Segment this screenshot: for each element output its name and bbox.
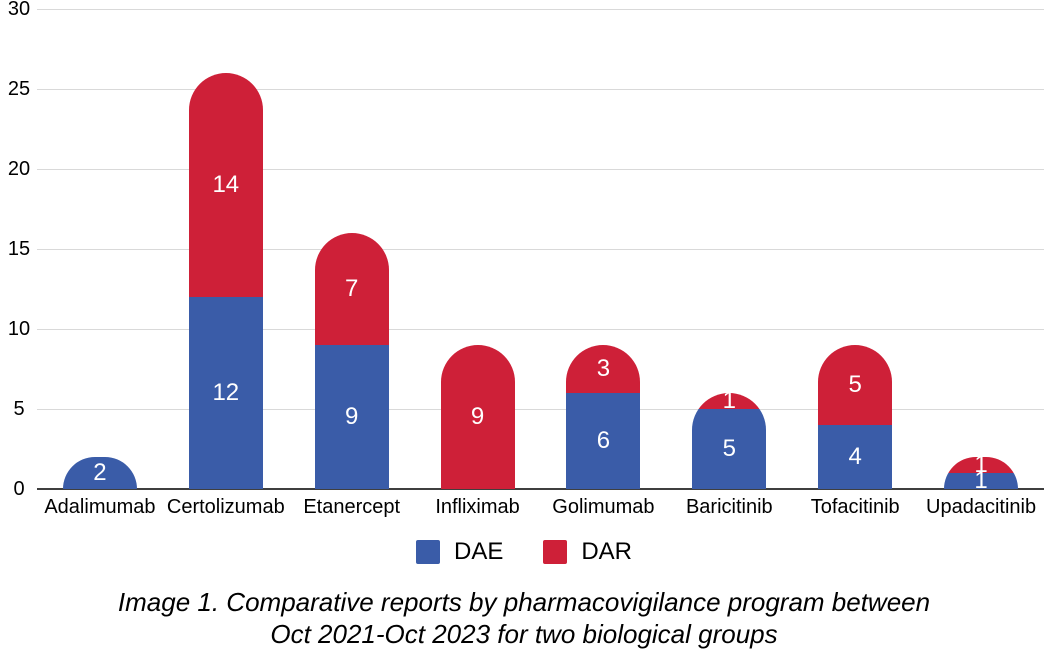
bar-segment-dar-certolizumab: 14 — [188, 73, 263, 297]
gridline-15 — [37, 248, 1044, 250]
y-tick-label-15: 15 — [7, 238, 31, 260]
bar-segment-dae-tofacitinib: 4 — [818, 425, 893, 489]
bar-value-label-dae-etanercept: 9 — [345, 403, 359, 430]
bar-column-certolizumab: 14 12 — [163, 9, 289, 489]
bar-segment-dar-baricitinib: 1 — [692, 393, 767, 414]
bar-column-infliximab: 9 — [415, 9, 541, 489]
bar-infliximab: 9 — [440, 345, 515, 489]
bar-value-label-dae-upadacitinib: 1 — [974, 467, 988, 489]
bar-value-label-dae-certolizumab: 12 — [212, 379, 240, 406]
bar-value-label-dar-etanercept: 7 — [345, 275, 359, 302]
caption-line-1: Image 1. Comparative reports by pharmaco… — [117, 587, 931, 617]
bar-certolizumab: 14 12 — [188, 73, 263, 489]
legend-label-dae: DAE — [453, 538, 504, 565]
x-axis-label-upadacitinib: Upadacitinib — [926, 496, 1037, 518]
y-tick-label-30: 30 — [7, 0, 31, 20]
y-tick-label-5: 5 — [13, 398, 25, 420]
bars-container: 2 14 12 7 9 9 3 6 1 5 5 4 1 1 — [37, 9, 1044, 489]
gridline-30 — [37, 8, 1044, 10]
x-axis-label-adalimumab: Adalimumab — [44, 496, 156, 518]
bar-segment-dar-upadacitinib: 1 — [944, 457, 1019, 478]
bar-value-label-dar-infliximab: 9 — [470, 403, 485, 430]
bar-value-label-dar-baricitinib: 1 — [722, 393, 736, 414]
bar-segment-dae-certolizumab: 12 — [188, 297, 263, 489]
bar-segment-dae-golimumab: 6 — [566, 393, 641, 489]
bar-value-label-dae-baricitinib: 5 — [722, 435, 736, 462]
bar-value-label-dae-adalimumab: 2 — [93, 459, 107, 486]
bar-segment-dae-adalimumab: 2 — [62, 457, 137, 489]
x-axis-labels: Adalimumab Certolizumab Etanercept Inflixim… — [37, 496, 1044, 519]
x-axis-label-tofacitinib: Tofacitinib — [810, 496, 900, 518]
bar-value-label-dar-upadacitinib: 1 — [974, 457, 988, 478]
bar-segment-dae-baricitinib: 5 — [692, 409, 767, 489]
y-tick-label-10: 10 — [7, 318, 31, 340]
x-axis-label-certolizumab: Certolizumab — [166, 496, 285, 518]
bar-value-label-dar-golimumab: 3 — [596, 355, 611, 382]
x-axis-label-golimumab: Golimumab — [552, 496, 655, 518]
legend-swatch-dae — [415, 540, 440, 564]
y-tick-label-0: 0 — [13, 478, 25, 500]
bar-segment-dar-infliximab: 9 — [440, 345, 515, 489]
bar-segment-dae-etanercept: 9 — [314, 345, 389, 489]
caption: Image 1. Comparative reports by pharmaco… — [0, 586, 1048, 650]
bar-segment-dae-upadacitinib: 1 — [944, 467, 1019, 489]
bar-value-label-dar-certolizumab: 14 — [212, 171, 240, 198]
gridline-5 — [37, 408, 1044, 410]
bar-value-label-dae-tofacitinib: 4 — [848, 443, 862, 470]
x-axis-line — [37, 488, 1044, 490]
bar-segment-dar-etanercept: 7 — [314, 233, 389, 345]
legend-item-dae: DAE — [415, 538, 504, 566]
gridline-10 — [37, 328, 1044, 330]
x-axis-label-baricitinib: Baricitinib — [685, 496, 773, 518]
x-axis-label-infliximab: Infliximab — [435, 496, 520, 518]
bar-value-label-dae-golimumab: 6 — [596, 427, 611, 454]
legend-label-dar: DAR — [581, 538, 633, 565]
gridline-20 — [37, 168, 1044, 170]
bar-segment-dar-golimumab: 3 — [566, 345, 641, 393]
legend-item-dar: DAR — [543, 538, 632, 566]
bar-segment-dar-tofacitinib: 5 — [818, 345, 893, 425]
y-tick-label-25: 25 — [7, 78, 31, 100]
bar-column-adalimumab: 2 — [37, 9, 163, 489]
legend-swatch-dar — [543, 540, 568, 564]
bar-adalimumab: 2 — [62, 457, 137, 489]
legend: DAE DAR — [0, 538, 1048, 566]
caption-line-2: Oct 2021-Oct 2023 for two biological gro… — [270, 619, 778, 649]
x-axis-label-etanercept: Etanercept — [303, 496, 401, 518]
gridline-25 — [37, 88, 1044, 90]
y-tick-label-20: 20 — [7, 158, 31, 180]
bar-value-label-dar-tofacitinib: 5 — [848, 371, 862, 398]
plot-area: 0 5 10 15 20 25 30 — [7, 0, 1044, 500]
